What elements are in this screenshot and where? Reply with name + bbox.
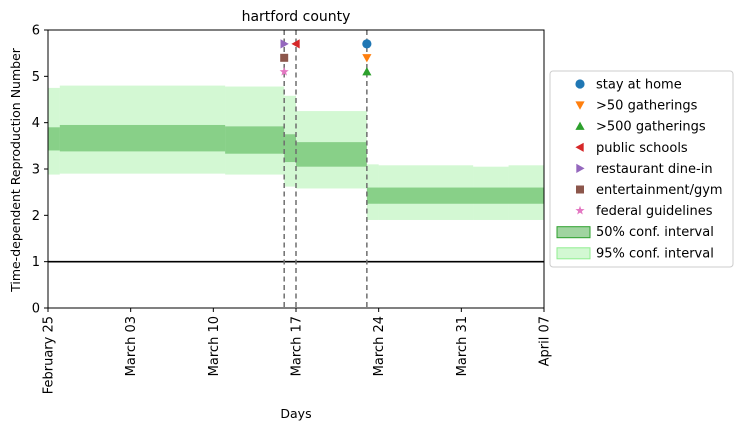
legend-marker-3	[575, 142, 584, 152]
legend-label-3: public schools	[596, 141, 688, 156]
legend-label-6: federal guidelines	[596, 204, 713, 219]
x-tick-label-3: March 17	[290, 316, 305, 376]
ci50-band-3	[284, 134, 296, 163]
plot-area	[47, 29, 545, 309]
intervention-marker-3	[291, 39, 300, 49]
ci50-band-5	[366, 187, 544, 204]
legend-ci95-label: 95% conf. interval	[596, 246, 714, 261]
legend-marker-5	[576, 185, 584, 194]
ci95-band-7	[473, 166, 509, 220]
intervention-marker-2	[362, 67, 372, 76]
ci95-band-8	[508, 165, 544, 220]
legend-box	[549, 70, 734, 268]
y-tick-label-3: 3	[32, 163, 40, 178]
legend: stay at home >50 gatherings >500 gathering…	[549, 70, 734, 268]
y-tick-label-1: 1	[32, 255, 40, 270]
y-tick-label-6: 6	[32, 24, 40, 39]
x-tick-label-1: March 03	[124, 316, 139, 376]
legend-marker-4	[576, 163, 585, 173]
x-axis-label: Days	[280, 406, 311, 421]
ci95-band-4	[296, 111, 367, 189]
legend-ci95-swatch	[556, 247, 591, 260]
ci95-band-1	[59, 85, 226, 174]
ci50-band-4	[296, 142, 367, 167]
x-tick-label-2: March 10	[207, 316, 222, 376]
legend-ci50-label: 50% conf. interval	[596, 225, 714, 240]
legend-label-4: restaurant dine-in	[596, 162, 713, 177]
y-tick-label-2: 2	[32, 209, 40, 224]
legend-label-5: entertainment/gym	[596, 183, 723, 198]
y-axis-label: Time-dependent Reproduction Number	[8, 47, 23, 293]
ci50-band-0	[48, 127, 60, 151]
ci50-band-1	[59, 124, 226, 152]
y-tick-label-4: 4	[32, 116, 40, 131]
legend-marker-0	[575, 79, 585, 89]
ci95-band-6	[378, 165, 474, 220]
ci95-band-3	[284, 95, 296, 187]
ci95-band-2	[225, 86, 285, 175]
ci95-band-0	[48, 87, 60, 175]
ci95-band-5	[366, 164, 379, 220]
legend-label-0: stay at home	[596, 78, 682, 93]
x-tick-label-0: February 25	[42, 316, 57, 394]
x-tick-label-4: March 24	[372, 316, 387, 376]
legend-marker-1	[575, 101, 585, 110]
intervention-marker-6	[279, 66, 289, 76]
legend-label-1: >50 gatherings	[596, 99, 698, 114]
intervention-marker-5	[280, 53, 289, 62]
x-tick-label-5: March 31	[455, 316, 470, 376]
intervention-marker-0	[362, 39, 372, 49]
legend-marker-2	[575, 121, 585, 130]
y-tick-label-5: 5	[32, 70, 40, 85]
intervention-marker-1	[362, 54, 372, 63]
y-tick-label-0: 0	[32, 302, 40, 317]
chart-title: hartford county	[242, 9, 351, 25]
x-tick-label-6: April 07	[538, 316, 553, 366]
ci50-band-2	[225, 126, 285, 154]
intervention-marker-4	[280, 39, 289, 49]
x-axis: February 25 March 03 March 10 March 17 March…	[42, 308, 553, 394]
legend-marker-6	[575, 205, 585, 215]
legend-label-2: >500 gatherings	[596, 120, 706, 135]
legend-ci50-swatch	[556, 226, 591, 239]
y-axis: 0 1 2 3 4 5 6	[32, 24, 48, 317]
